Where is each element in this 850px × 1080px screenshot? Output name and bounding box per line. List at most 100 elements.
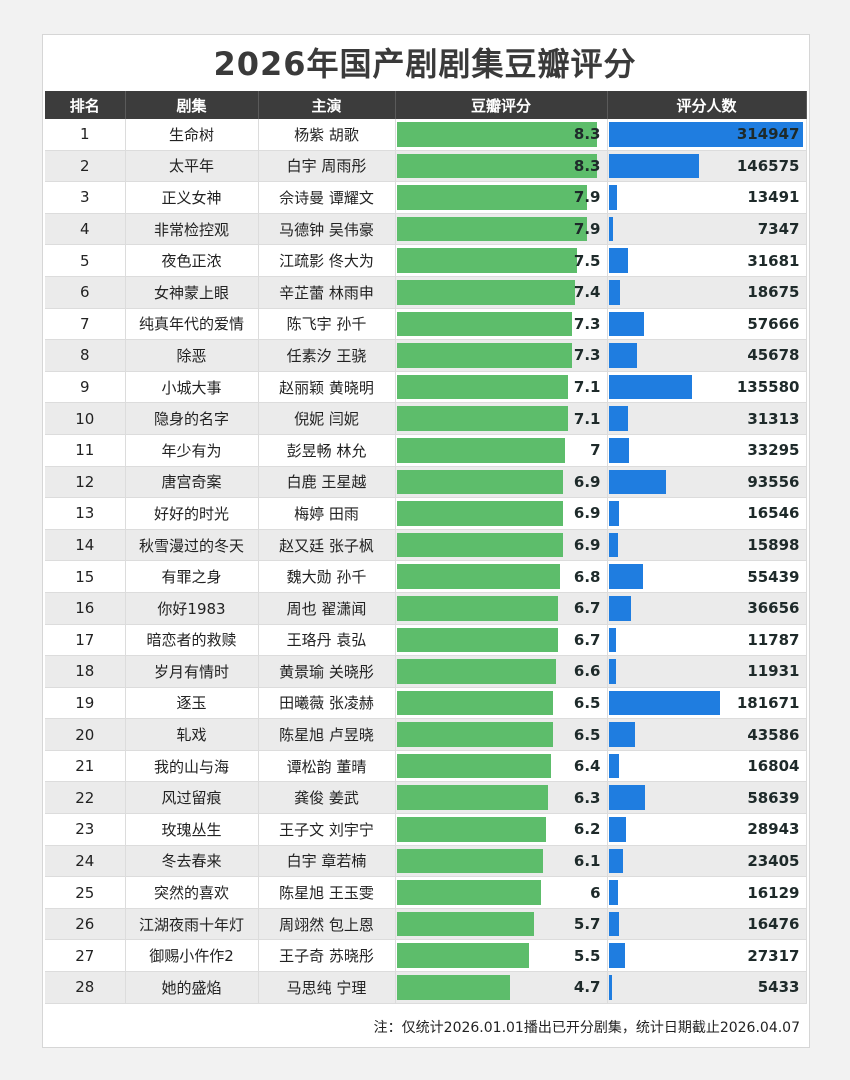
votes-cell: 135580 [607, 371, 807, 404]
cast-cell: 马思纯 宁理 [258, 971, 396, 1004]
cast-cell: 彭昱畅 林允 [258, 434, 396, 467]
votes-value: 314947 [736, 125, 800, 144]
score-cell: 5.7 [395, 908, 608, 941]
table-row: 19 逐玉 田曦薇 张凌赫 6.5 181671 [45, 687, 807, 720]
votes-bar [608, 690, 721, 716]
cast-cell: 马德钟 吴伟豪 [258, 213, 396, 246]
score-cell: 6.7 [395, 624, 608, 657]
header-rank: 排名 [45, 91, 126, 119]
votes-value: 33295 [747, 441, 800, 460]
votes-bar [608, 785, 645, 811]
score-bar [396, 311, 573, 337]
score-value: 7.4 [573, 283, 601, 302]
cast-cell: 黄景瑜 关晓彤 [258, 655, 396, 688]
score-cell: 6.8 [395, 560, 608, 593]
score-bar [396, 406, 568, 431]
rank-cell: 13 [45, 497, 126, 530]
votes-bar [608, 880, 619, 905]
score-value: 7.3 [573, 346, 601, 365]
table-row: 17 暗恋者的救赎 王珞丹 袁弘 6.7 11787 [45, 624, 807, 657]
rank-cell: 16 [45, 592, 126, 625]
score-bar [396, 437, 566, 463]
drama-title-cell: 你好1983 [125, 592, 259, 625]
score-cell: 7.9 [395, 181, 608, 214]
score-value: 8.3 [573, 156, 601, 175]
cast-cell: 魏大勋 孙千 [258, 560, 396, 593]
table-row: 11 年少有为 彭昱畅 林允 7 33295 [45, 434, 807, 467]
table-row: 6 女神蒙上眼 辛芷蕾 林雨申 7.4 18675 [45, 276, 807, 309]
votes-cell: 58639 [607, 781, 807, 815]
rank-cell: 14 [45, 529, 126, 562]
score-bar [396, 343, 573, 368]
votes-bar [608, 627, 616, 653]
score-cell: 8.3 [395, 150, 608, 183]
drama-title-cell: 隐身的名字 [125, 402, 259, 435]
votes-cell: 43586 [607, 718, 807, 751]
table-row: 21 我的山与海 谭松韵 董晴 6.4 16804 [45, 750, 807, 783]
votes-value: 11787 [747, 630, 800, 649]
score-cell: 4.7 [395, 971, 608, 1004]
votes-value: 11931 [747, 662, 800, 681]
votes-bar [608, 753, 619, 779]
score-value: 6.6 [573, 662, 601, 681]
score-cell: 5.5 [395, 939, 608, 973]
table-row: 16 你好1983 周也 翟潇闻 6.7 36656 [45, 592, 807, 625]
ranking-table: 排名 剧集 主演 豆瓣评分 评分人数 1 生命树 杨紫 胡歌 8.3 314947 2 太平… [45, 91, 807, 1004]
drama-title-cell: 非常检控观 [125, 213, 259, 246]
score-value: 6.8 [573, 567, 601, 586]
votes-value: 45678 [747, 346, 800, 365]
table-row: 25 突然的喜欢 陈星旭 王玉雯 6 16129 [45, 876, 807, 909]
votes-cell: 5433 [607, 971, 807, 1004]
rank-cell: 25 [45, 876, 126, 909]
votes-value: 13491 [747, 188, 800, 207]
score-value: 6.9 [573, 504, 601, 523]
table-row: 23 玫瑰丛生 王子文 刘宇宁 6.2 28943 [45, 813, 807, 846]
votes-value: 43586 [747, 725, 800, 744]
score-cell: 6.6 [395, 655, 608, 688]
votes-value: 55439 [747, 567, 800, 586]
rank-cell: 15 [45, 560, 126, 593]
drama-title-cell: 她的盛焰 [125, 971, 259, 1004]
header-cast: 主演 [258, 91, 396, 119]
table-row: 9 小城大事 赵丽颖 黄晓明 7.1 135580 [45, 371, 807, 404]
score-value: 8.3 [573, 125, 601, 144]
rank-cell: 24 [45, 845, 126, 878]
votes-cell: 33295 [607, 434, 807, 467]
score-cell: 7.9 [395, 213, 608, 246]
votes-cell: 31313 [607, 402, 807, 435]
score-cell: 7.1 [395, 371, 608, 404]
drama-title-cell: 岁月有情时 [125, 655, 259, 688]
score-cell: 6 [395, 876, 608, 909]
votes-bar [608, 943, 626, 969]
votes-bar [608, 406, 628, 431]
score-bar [396, 122, 597, 147]
votes-cell: 16546 [607, 497, 807, 530]
drama-title-cell: 逐玉 [125, 687, 259, 720]
rank-cell: 2 [45, 150, 126, 183]
table-row: 10 隐身的名字 倪妮 闫妮 7.1 31313 [45, 402, 807, 435]
votes-bar [608, 216, 614, 242]
drama-title-cell: 突然的喜欢 [125, 876, 259, 909]
votes-cell: 7347 [607, 213, 807, 246]
votes-bar [608, 374, 692, 400]
rank-cell: 4 [45, 213, 126, 246]
score-cell: 7.5 [395, 244, 608, 277]
drama-title-cell: 生命树 [125, 119, 259, 151]
cast-cell: 杨紫 胡歌 [258, 119, 396, 151]
table-row: 5 夜色正浓 江疏影 佟大为 7.5 31681 [45, 244, 807, 277]
table-body: 1 生命树 杨紫 胡歌 8.3 314947 2 太平年 白宇 周雨彤 8.3 146575 3 正义… [45, 119, 807, 1004]
table-row: 7 纯真年代的爱情 陈飞宇 孙千 7.3 57666 [45, 308, 807, 341]
score-cell: 7 [395, 434, 608, 467]
votes-cell: 27317 [607, 939, 807, 973]
votes-bar [608, 595, 632, 621]
votes-bar [608, 564, 643, 589]
score-bar [396, 153, 597, 179]
rank-cell: 9 [45, 371, 126, 404]
votes-cell: 16804 [607, 750, 807, 783]
votes-cell: 55439 [607, 560, 807, 593]
votes-bar [608, 501, 619, 526]
cast-cell: 王子奇 苏晓彤 [258, 939, 396, 973]
votes-bar [608, 817, 627, 842]
score-cell: 6.1 [395, 845, 608, 878]
score-cell: 7.1 [395, 402, 608, 435]
